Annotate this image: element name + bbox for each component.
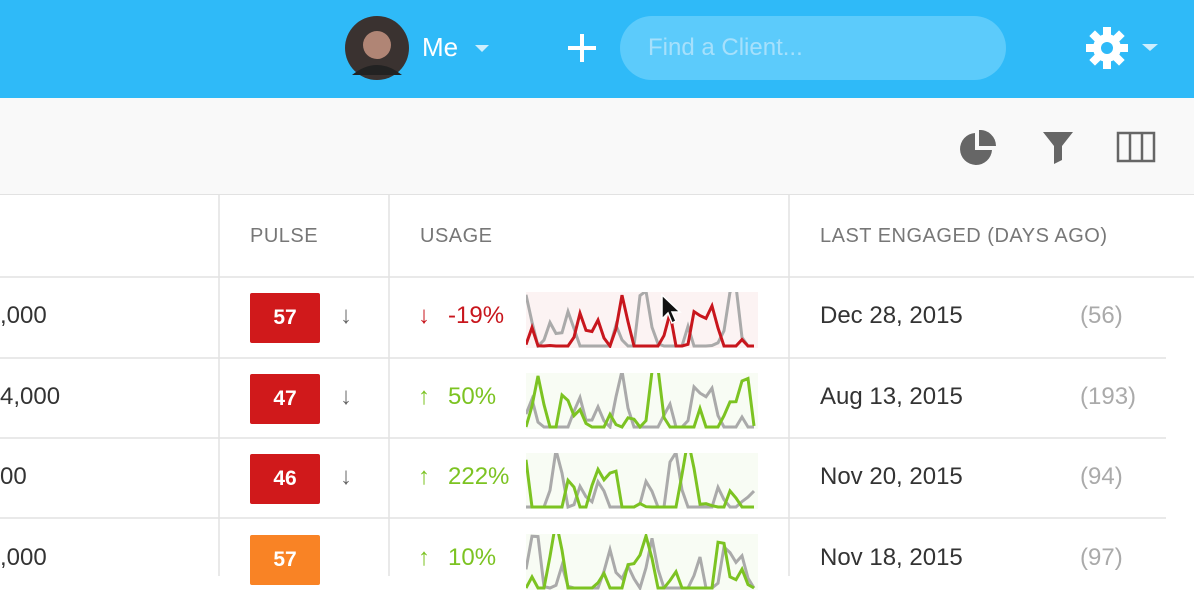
search-box[interactable]: Find a Client...	[620, 16, 1006, 80]
add-button[interactable]	[566, 32, 598, 64]
caret[interactable]	[474, 44, 490, 54]
amount: 00	[0, 463, 27, 490]
usage-sparkline	[526, 292, 758, 348]
last-engaged: Dec 28, 2015	[820, 302, 963, 329]
pulse-badge: 57	[250, 534, 320, 585]
usage-arrow: ↑	[418, 382, 430, 410]
column-header[interactable]: PULSE	[250, 225, 319, 247]
settings[interactable]	[1084, 26, 1164, 72]
usage-sparkline	[526, 533, 758, 590]
days-ago: (94)	[1080, 463, 1123, 490]
usage-change: 50%	[448, 382, 497, 410]
user-name[interactable]: Me	[422, 32, 459, 62]
search-placeholder: Find a Client...	[648, 34, 803, 61]
last-engaged: Nov 18, 2015	[820, 543, 963, 571]
toolbar-icons[interactable]	[958, 130, 1158, 166]
pulse-trend: ↓	[340, 463, 352, 490]
last-engaged: Aug 13, 2015	[820, 382, 963, 410]
last-engaged: Nov 20, 2015	[820, 463, 963, 490]
amount: ,000	[0, 302, 47, 329]
pulse-badge: 47	[250, 373, 320, 424]
pulse-trend: ↓	[340, 302, 352, 329]
usage-arrow: ↓	[418, 302, 430, 329]
days-ago: (56)	[1080, 302, 1123, 329]
usage-change: 10%	[448, 543, 497, 571]
usage-arrow: ↑	[418, 463, 430, 490]
usage-sparkline	[526, 372, 758, 429]
usage-change: -19%	[448, 302, 505, 329]
toolbar	[0, 98, 1194, 195]
top-bar: Me Find a Client...	[0, 0, 1194, 98]
column-header[interactable]: USAGE	[420, 225, 493, 247]
usage-change: 222%	[448, 463, 510, 490]
amount: ,000	[0, 543, 47, 571]
days-ago: (97)	[1080, 543, 1123, 571]
pulse-trend: ↓	[340, 382, 352, 410]
column-header[interactable]: LAST ENGAGED (DAYS AGO)	[820, 225, 1108, 247]
table-grid	[0, 195, 1194, 576]
usage-arrow: ↑	[418, 543, 430, 571]
usage-sparkline	[526, 453, 758, 509]
days-ago: (193)	[1080, 382, 1137, 410]
pulse-badge: 57	[250, 293, 320, 343]
mouse-cursor	[661, 293, 682, 325]
avatar[interactable]	[344, 15, 410, 81]
pulse-badge: 46	[250, 454, 320, 504]
amount: 4,000	[0, 382, 61, 410]
